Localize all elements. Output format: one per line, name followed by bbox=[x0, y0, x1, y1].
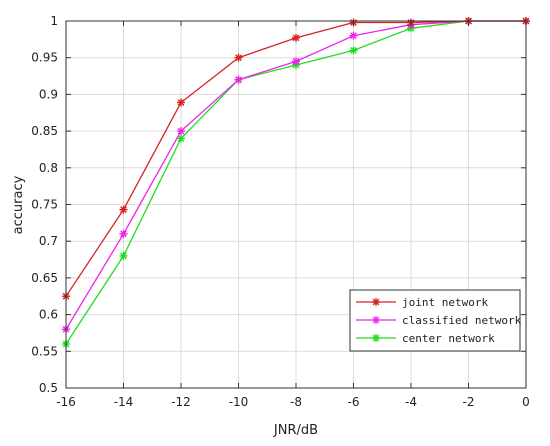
marker-stroke bbox=[350, 46, 357, 54]
marker-stroke bbox=[235, 54, 242, 62]
data-point-marker bbox=[177, 127, 185, 136]
legend-label: center network bbox=[402, 332, 495, 345]
data-point-marker bbox=[234, 75, 243, 84]
marker-stroke bbox=[177, 127, 185, 135]
data-point-marker bbox=[177, 134, 185, 143]
data-point-marker bbox=[234, 53, 243, 62]
y-tick-label: 0.85 bbox=[31, 124, 58, 138]
marker-stroke bbox=[235, 76, 242, 84]
axis-ticks: -16 -14 -12 -10 -8 -6 -4 -2 0 0.5 0.55 0.6 0.65 0.7 0.… bbox=[31, 14, 530, 409]
y-tick-label: 1 bbox=[50, 14, 58, 28]
data-point-marker bbox=[292, 33, 300, 42]
marker-stroke bbox=[372, 298, 380, 306]
data-point-marker bbox=[349, 46, 358, 55]
data-point-marker bbox=[119, 205, 128, 214]
data-point-marker bbox=[349, 31, 358, 40]
marker-stroke bbox=[120, 230, 127, 238]
marker-stroke bbox=[372, 334, 380, 342]
legend-marker bbox=[372, 334, 380, 342]
marker-stroke bbox=[350, 32, 357, 40]
y-tick-label: 0.65 bbox=[31, 271, 58, 285]
data-point-marker bbox=[292, 57, 300, 66]
x-tick-label: -2 bbox=[463, 395, 475, 409]
data-point-marker bbox=[119, 229, 128, 238]
x-tick-label: -6 bbox=[348, 395, 360, 409]
marker-stroke bbox=[292, 57, 300, 65]
y-axis-label: accuracy bbox=[11, 175, 26, 234]
marker-stroke bbox=[292, 34, 300, 42]
marker-stroke bbox=[120, 252, 127, 260]
x-tick-label: -16 bbox=[56, 395, 76, 409]
marker-stroke bbox=[177, 135, 185, 142]
y-tick-label: 0.8 bbox=[39, 161, 58, 175]
legend-label: classified network bbox=[402, 314, 522, 327]
y-tick-label: 0.9 bbox=[39, 87, 58, 101]
y-tick-label: 0.95 bbox=[31, 51, 58, 65]
x-tick-label: -8 bbox=[290, 395, 302, 409]
y-tick-label: 0.5 bbox=[39, 381, 58, 395]
legend-label: joint network bbox=[402, 296, 488, 309]
marker-stroke bbox=[120, 206, 127, 214]
marker-stroke bbox=[177, 99, 185, 106]
x-axis-label: JNR/dB bbox=[273, 423, 318, 438]
marker-stroke bbox=[372, 316, 380, 324]
y-tick-label: 0.7 bbox=[39, 234, 58, 248]
legend-marker bbox=[372, 298, 380, 306]
x-tick-label: 0 bbox=[522, 395, 530, 409]
data-point-marker bbox=[119, 251, 128, 260]
data-point-marker bbox=[177, 98, 185, 107]
legend: joint network classified network center ne… bbox=[349, 289, 522, 352]
y-tick-label: 0.55 bbox=[31, 344, 58, 358]
y-tick-label: 0.75 bbox=[31, 198, 58, 212]
y-tick-label: 0.6 bbox=[39, 308, 58, 322]
x-tick-label: -4 bbox=[405, 395, 417, 409]
x-tick-label: -12 bbox=[171, 395, 191, 409]
legend-marker bbox=[372, 316, 380, 324]
x-tick-label: -10 bbox=[229, 395, 249, 409]
x-tick-label: -14 bbox=[114, 395, 134, 409]
